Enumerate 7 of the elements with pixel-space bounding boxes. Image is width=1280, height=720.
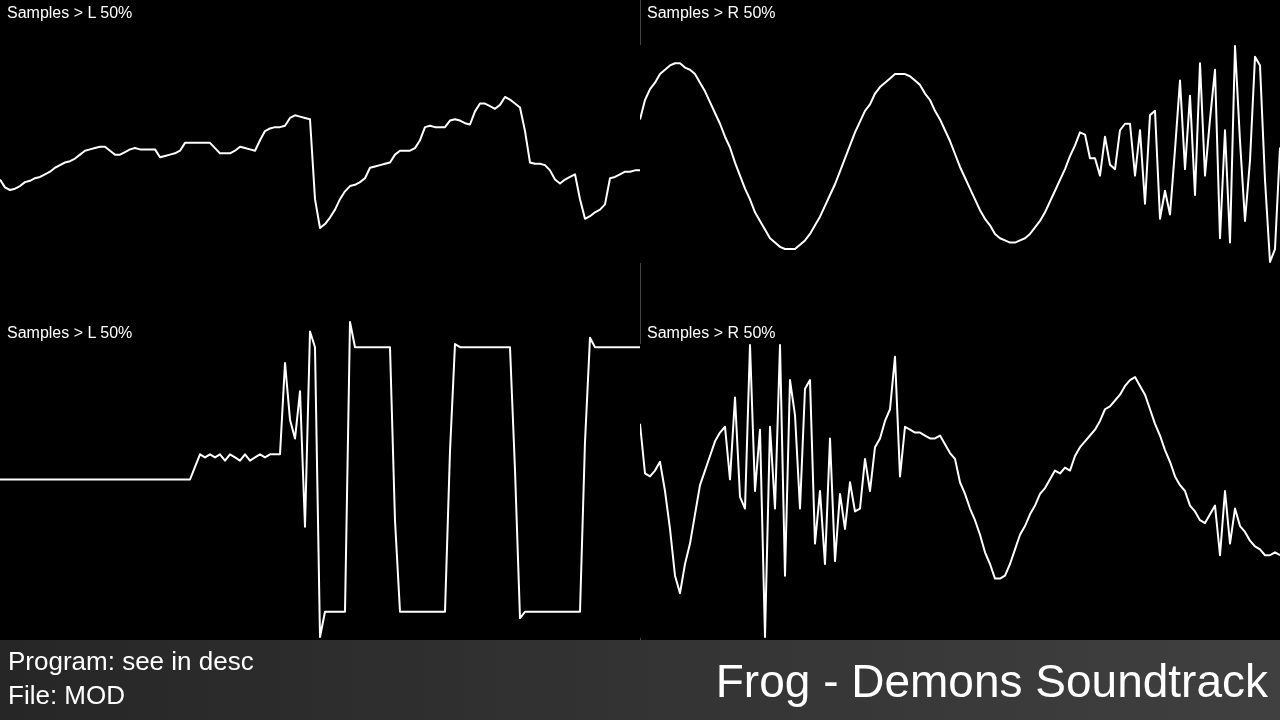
chart-title: Samples > R 50% <box>647 4 776 22</box>
text: Frog - Demons Soundtrack <box>715 654 1268 708</box>
chart-title: Samples > L 50% <box>7 324 133 342</box>
chart-title: Samples > R 50% <box>647 324 776 342</box>
text: File: MOD <box>8 680 125 711</box>
chart-title: Samples > L 50% <box>7 4 133 22</box>
text: Program: see in desc <box>8 646 254 677</box>
